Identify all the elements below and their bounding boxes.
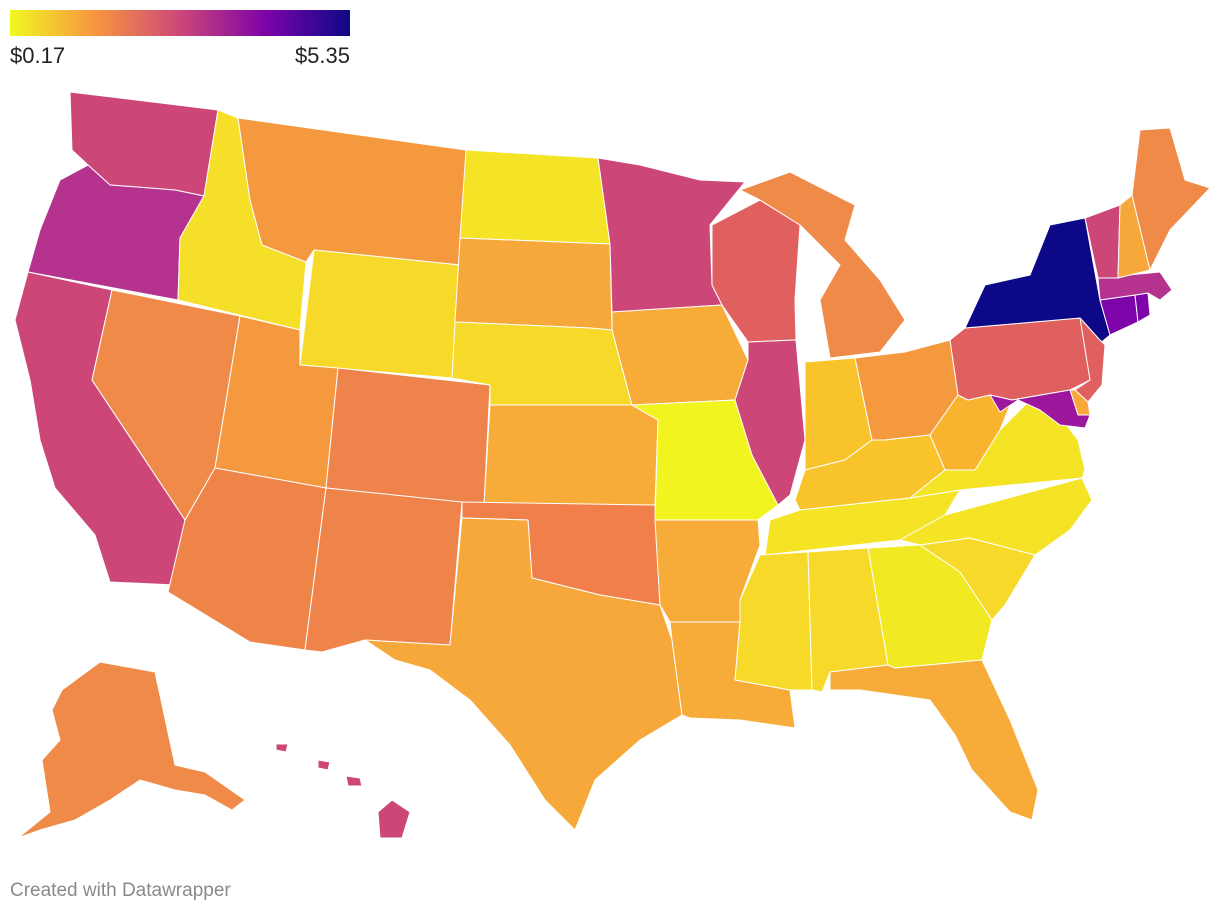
legend-max-label: $5.35 [294, 43, 350, 68]
state-fl[interactable] [829, 659, 1039, 821]
state-wy[interactable] [299, 249, 461, 379]
state-mi[interactable] [739, 171, 906, 359]
state-ri[interactable] [1134, 292, 1151, 323]
state-il[interactable] [734, 339, 806, 506]
state-nm[interactable] [304, 487, 463, 653]
legend-min-label: $0.17 [10, 43, 66, 68]
state-tn[interactable] [764, 489, 961, 556]
legend-gradient-bar [10, 10, 350, 36]
state-tx[interactable] [364, 517, 683, 831]
state-ia[interactable] [611, 304, 749, 406]
state-pa[interactable] [949, 317, 1099, 401]
state-me[interactable] [1131, 127, 1211, 271]
state-mt[interactable] [237, 117, 467, 266]
state-co[interactable] [325, 367, 491, 506]
state-ak[interactable] [17, 661, 246, 839]
state-nc[interactable] [899, 477, 1093, 556]
state-sd[interactable] [454, 237, 613, 331]
state-mn[interactable] [597, 157, 746, 313]
state-hi[interactable] [275, 743, 411, 839]
state-md[interactable] [989, 389, 1091, 429]
color-legend: $0.17 $5.35 [10, 10, 350, 69]
state-nd[interactable] [459, 149, 611, 245]
state-ks[interactable] [483, 404, 659, 506]
state-ma[interactable] [1097, 271, 1173, 301]
state-nj[interactable] [1074, 317, 1106, 403]
credit-text: Created with Datawrapper [10, 880, 231, 901]
